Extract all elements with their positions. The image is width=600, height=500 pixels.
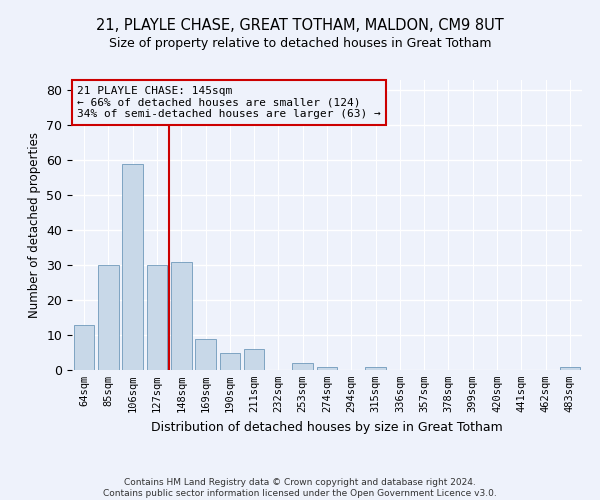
Text: Size of property relative to detached houses in Great Totham: Size of property relative to detached ho… bbox=[109, 38, 491, 51]
Text: 21 PLAYLE CHASE: 145sqm
← 66% of detached houses are smaller (124)
34% of semi-d: 21 PLAYLE CHASE: 145sqm ← 66% of detache… bbox=[77, 86, 381, 119]
Bar bbox=[317, 366, 337, 370]
Bar bbox=[146, 265, 167, 370]
Y-axis label: Number of detached properties: Number of detached properties bbox=[28, 132, 41, 318]
Bar bbox=[560, 366, 580, 370]
Bar bbox=[244, 349, 265, 370]
Bar bbox=[195, 338, 216, 370]
X-axis label: Distribution of detached houses by size in Great Totham: Distribution of detached houses by size … bbox=[151, 420, 503, 434]
Bar bbox=[74, 324, 94, 370]
Bar bbox=[365, 366, 386, 370]
Bar bbox=[292, 363, 313, 370]
Text: Contains HM Land Registry data © Crown copyright and database right 2024.
Contai: Contains HM Land Registry data © Crown c… bbox=[103, 478, 497, 498]
Bar bbox=[98, 265, 119, 370]
Bar bbox=[171, 262, 191, 370]
Text: 21, PLAYLE CHASE, GREAT TOTHAM, MALDON, CM9 8UT: 21, PLAYLE CHASE, GREAT TOTHAM, MALDON, … bbox=[96, 18, 504, 32]
Bar bbox=[122, 164, 143, 370]
Bar bbox=[220, 352, 240, 370]
